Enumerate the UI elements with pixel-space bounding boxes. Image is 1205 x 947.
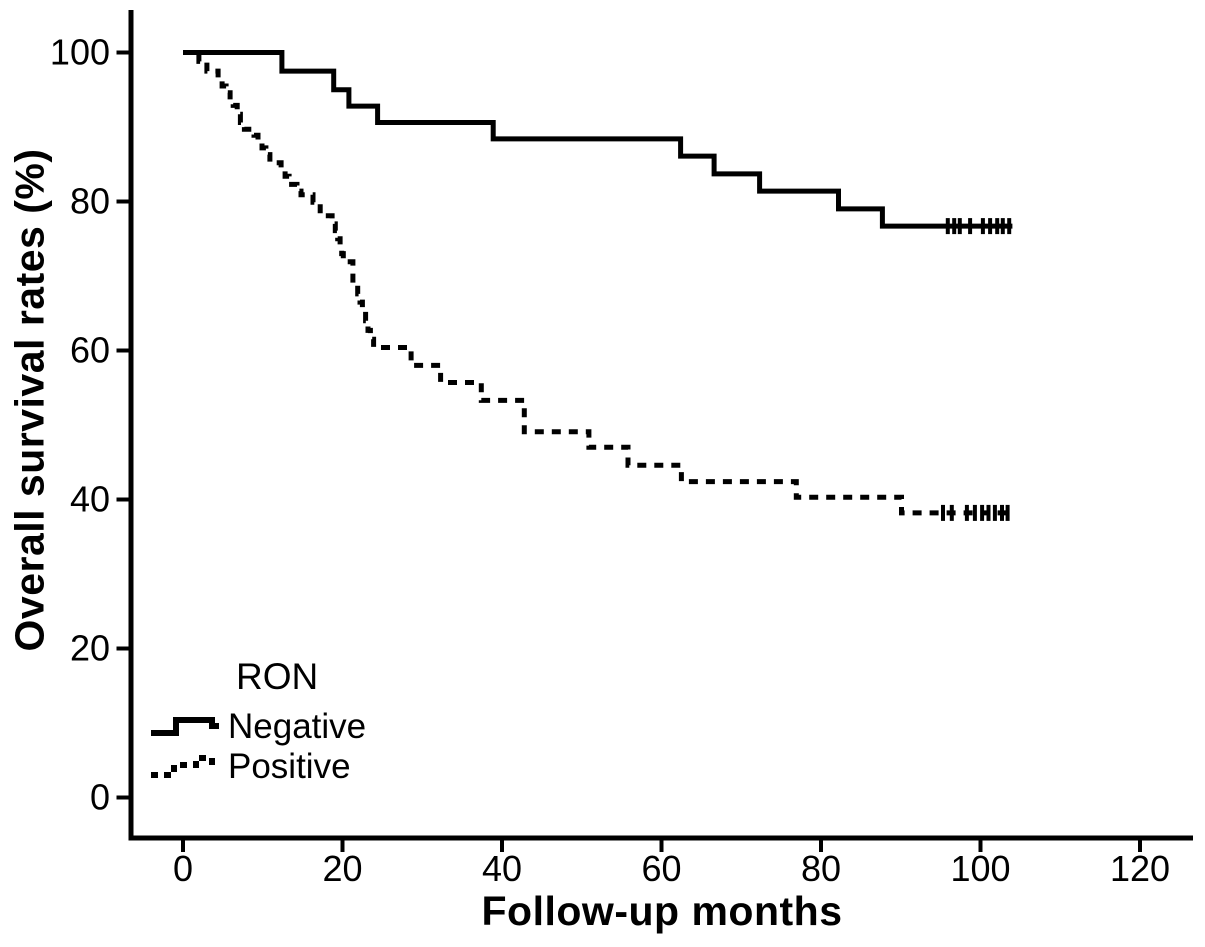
legend-item-positive: Positive bbox=[148, 746, 366, 786]
legend-label-positive: Positive bbox=[228, 746, 351, 786]
x-tick-label: 20 bbox=[322, 848, 362, 889]
y-tick-label: 20 bbox=[70, 628, 110, 669]
x-tick-label: 100 bbox=[950, 848, 1010, 889]
y-tick-label: 40 bbox=[70, 479, 110, 520]
y-axis-title: Overall survival rates (%) bbox=[6, 148, 53, 652]
legend: RON Negative Positive bbox=[148, 656, 366, 786]
survival-curve-negative bbox=[183, 50, 1013, 229]
x-axis-title: Follow-up months bbox=[481, 888, 843, 934]
x-tick-label: 60 bbox=[641, 848, 681, 889]
y-tick-label: 0 bbox=[90, 777, 110, 818]
dashed-line-swatch-icon bbox=[151, 755, 215, 778]
survival-curve-positive bbox=[183, 50, 1013, 516]
x-tick-label: 0 bbox=[173, 848, 193, 889]
legend-item-negative: Negative bbox=[148, 706, 366, 746]
legend-label-negative: Negative bbox=[228, 706, 367, 746]
y-tick-label: 60 bbox=[70, 330, 110, 371]
solid-line-swatch-icon bbox=[151, 717, 219, 736]
y-tick-label: 100 bbox=[50, 32, 110, 73]
legend-title: RON bbox=[236, 656, 319, 697]
x-tick-label: 40 bbox=[482, 848, 522, 889]
y-tick-label: 80 bbox=[70, 181, 110, 222]
x-tick-label: 120 bbox=[1110, 848, 1170, 889]
x-tick-label: 80 bbox=[801, 848, 841, 889]
